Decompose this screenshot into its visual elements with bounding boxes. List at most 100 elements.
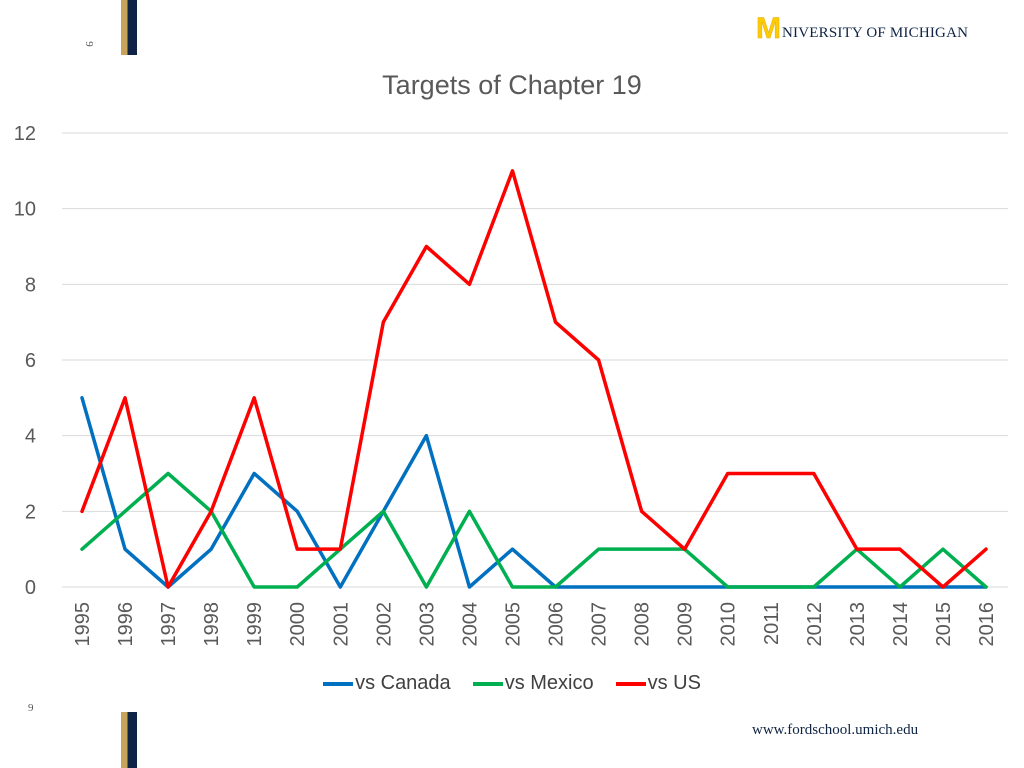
- data-point-vs-mexico: [769, 585, 773, 589]
- data-point-vs-us: [769, 472, 773, 475]
- data-point-vs-mexico: [123, 509, 127, 513]
- data-point-vs-canada: [338, 585, 342, 589]
- data-point-vs-canada: [80, 396, 84, 400]
- data-point-vs-us: [726, 472, 730, 475]
- data-point-vs-canada: [424, 434, 428, 438]
- line-chart: 0 2 4 6 8 10 12 1995 1996 1997 1998 1999 2000 2001 200…: [14, 123, 1008, 647]
- x-tick-label: 2007: [589, 602, 611, 647]
- data-point-vs-canada: [123, 547, 127, 551]
- x-tick-label: 2015: [933, 602, 955, 647]
- x-tick-label: 2000: [287, 602, 309, 647]
- data-point-vs-us: [855, 547, 859, 551]
- legend-swatch-canada: [323, 681, 354, 686]
- x-tick-label: 1999: [244, 602, 266, 647]
- data-point-vs-mexico: [510, 585, 514, 589]
- data-point-vs-us: [554, 320, 558, 324]
- y-tick-label: 8: [25, 274, 36, 296]
- x-tick-label: 2012: [804, 602, 826, 647]
- data-point-vs-canada: [510, 547, 514, 551]
- data-point-vs-us: [984, 547, 988, 551]
- x-tick-label: 2010: [718, 602, 740, 647]
- series-line-vs-us: [80, 169, 988, 589]
- x-tick-label: 2009: [675, 602, 697, 647]
- y-tick-label: 12: [14, 123, 36, 145]
- data-point-vs-canada: [597, 585, 601, 589]
- university-logo: M NIVERSITY OF MICHIGAN: [756, 12, 969, 45]
- series-line-vs-mexico: [80, 471, 988, 589]
- university-name: NIVERSITY OF MICHIGAN: [782, 25, 969, 41]
- data-point-vs-mexico: [166, 472, 170, 475]
- data-point-vs-mexico: [597, 547, 601, 551]
- legend-label-us: vs US: [647, 672, 701, 694]
- series-line-vs-canada: [80, 396, 988, 589]
- data-point-vs-mexico: [984, 585, 988, 589]
- data-point-vs-us: [424, 245, 428, 248]
- data-point-vs-us: [941, 585, 945, 589]
- chart-title: Targets of Chapter 19: [382, 70, 642, 100]
- legend-item-canada: vs Canada: [323, 672, 451, 695]
- data-point-vs-mexico: [467, 509, 471, 513]
- legend-swatch-us: [615, 681, 646, 686]
- x-tick-label: 1995: [72, 602, 94, 647]
- data-point-vs-us: [123, 396, 127, 400]
- legend-label-canada: vs Canada: [355, 672, 451, 694]
- data-point-vs-mexico: [726, 585, 730, 589]
- x-tick-label: 2005: [502, 602, 524, 647]
- y-tick-label: 2: [25, 501, 36, 523]
- x-tick-label: 2014: [890, 602, 912, 647]
- data-point-vs-us: [209, 509, 213, 513]
- legend-swatch-mexico: [472, 681, 503, 686]
- data-point-vs-mexico: [80, 547, 84, 551]
- data-point-vs-us: [381, 320, 385, 324]
- data-point-vs-mexico: [640, 547, 644, 551]
- data-point-vs-us: [510, 169, 514, 173]
- x-tick-label: 2003: [416, 602, 438, 647]
- x-tick-label: 2008: [632, 602, 654, 647]
- x-tick-label: 2004: [459, 602, 481, 647]
- data-point-vs-mexico: [554, 585, 558, 589]
- y-tick-label: 6: [25, 350, 36, 372]
- x-tick-label: 2016: [976, 602, 998, 647]
- legend-item-us: vs US: [615, 672, 701, 695]
- data-point-vs-us: [597, 358, 601, 362]
- data-point-vs-canada: [467, 585, 471, 589]
- data-point-vs-us: [898, 547, 902, 551]
- legend-label-mexico: vs Mexico: [504, 672, 594, 694]
- data-point-vs-canada: [295, 509, 299, 513]
- block-m-logo-icon: M: [756, 12, 782, 45]
- x-tick-label: 1998: [201, 602, 223, 647]
- data-point-vs-canada: [252, 472, 256, 475]
- data-point-vs-canada: [640, 585, 644, 589]
- decorative-bar-top: [121, 0, 137, 55]
- data-point-vs-us: [252, 396, 256, 400]
- legend-item-mexico: vs Mexico: [472, 672, 594, 695]
- data-point-vs-us: [640, 509, 644, 513]
- data-point-vs-mexico: [381, 509, 385, 513]
- data-point-vs-us: [338, 547, 342, 551]
- data-point-vs-mexico: [252, 585, 256, 589]
- x-tick-label: 1996: [115, 602, 137, 647]
- data-point-vs-us: [683, 547, 687, 551]
- chart-legend: vs Canada vs Mexico vs US: [0, 672, 1024, 695]
- y-tick-label: 0: [25, 577, 36, 599]
- footer-url: www.fordschool.umich.edu: [752, 722, 919, 738]
- data-point-vs-us: [80, 509, 84, 513]
- slide-number-bottom: 9: [28, 702, 34, 714]
- data-point-vs-mexico: [898, 585, 902, 589]
- data-point-vs-us: [812, 472, 816, 475]
- data-point-vs-us: [295, 547, 299, 551]
- data-point-vs-canada: [855, 585, 859, 589]
- x-tick-label: 2011: [761, 602, 783, 645]
- x-tick-label: 2013: [847, 602, 869, 647]
- data-point-vs-mexico: [295, 585, 299, 589]
- data-point-vs-mexico: [424, 585, 428, 589]
- data-point-vs-canada: [683, 585, 687, 589]
- decorative-bar-bottom: [121, 712, 137, 768]
- x-tick-label: 2001: [330, 602, 352, 647]
- data-point-vs-mexico: [812, 585, 816, 589]
- data-point-vs-us: [467, 282, 471, 286]
- data-point-vs-canada: [209, 547, 213, 551]
- data-point-vs-mexico: [941, 547, 945, 551]
- data-point-vs-us: [166, 585, 170, 589]
- x-tick-label: 1997: [158, 602, 180, 647]
